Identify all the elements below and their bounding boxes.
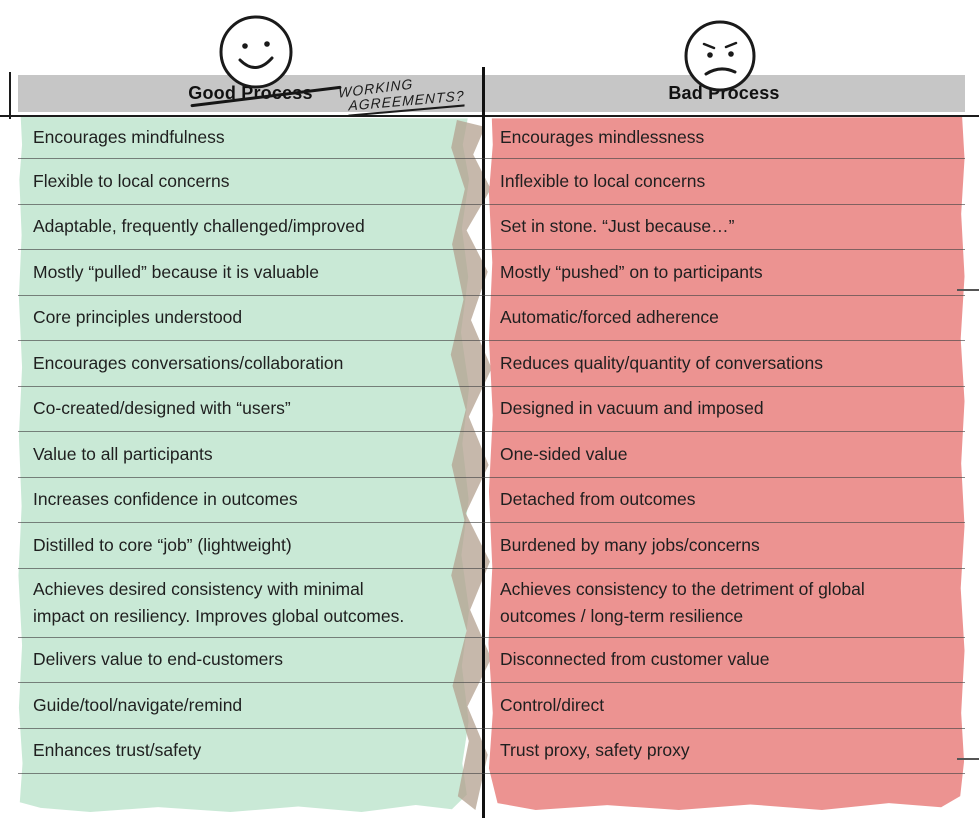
bad-process-cell: Achieves consistency to the detriment of… [483,569,965,638]
cell-text: Guide/tool/navigate/remind [33,694,243,715]
cell-text: Flexible to local concerns [33,170,230,191]
happy-face-icon [214,10,298,99]
bad-process-cell: Encourages mindlessness [483,117,965,159]
bad-process-cell: Trust proxy, safety proxy [483,729,965,774]
bad-process-cell: Detached from outcomes [483,478,965,523]
bad-process-cell: Automatic/forced adherence [483,296,965,341]
cell-text: Automatic/forced adherence [500,307,719,328]
header-bar: Good Process Bad Process [18,75,965,112]
cell-text: Encourages mindfulness [33,127,225,147]
good-process-cell: Co-created/designed with “users” [18,387,483,432]
bad-process-cell: Mostly “pushed” on to participants [483,250,965,296]
bad-process-cell: One-sided value [483,432,965,478]
bad-process-cell: Burdened by many jobs/concerns [483,523,965,569]
cell-text: Core principles understood [33,307,243,328]
cell-text: Control/direct [500,694,605,715]
cell-text: Adaptable, frequently challenged/improve… [33,216,365,237]
good-header-section: Good Process [18,75,483,112]
good-process-cell: Value to all participants [18,432,483,478]
bad-process-cell: Inflexible to local concerns [483,159,965,205]
cell-text: Inflexible to local concerns [500,170,706,191]
left-edge-tick [9,72,11,119]
cell-text: Distilled to core “job” (lightweight) [33,534,292,555]
center-divider-line [482,67,485,818]
cell-text: Trust proxy, safety proxy [500,740,690,761]
good-process-cell: Mostly “pulled” because it is valuable [18,250,483,296]
cell-text: One-sided value [500,443,628,464]
cell-text: Encourages mindlessness [500,127,705,147]
cell-text: Disconnected from customer value [500,649,770,670]
good-process-cell: Core principles understood [18,296,483,341]
unhappy-face-icon [680,16,760,101]
bad-process-cell: Designed in vacuum and imposed [483,387,965,432]
cell-text: Detached from outcomes [500,489,696,510]
right-edge-rule-overflow [957,758,979,760]
bad-header-section: Bad Process [483,75,965,112]
cell-text: Designed in vacuum and imposed [500,398,764,419]
good-process-cell: Increases confidence in outcomes [18,478,483,523]
cell-text: Set in stone. “Just because…” [500,216,735,237]
good-process-column-background [18,117,470,812]
good-process-cell: Guide/tool/navigate/remind [18,683,483,729]
good-process-cell: Encourages mindfulness [18,117,483,159]
bad-process-cell: Reduces quality/quantity of conversation… [483,341,965,387]
good-process-cell: Adaptable, frequently challenged/improve… [18,205,483,250]
cell-text: Burdened by many jobs/concerns [500,534,760,555]
cell-text: Value to all participants [33,443,213,464]
good-process-cell: Achieves desired consistency with minima… [18,569,483,638]
good-process-cell: Flexible to local concerns [18,159,483,205]
bad-process-cell: Disconnected from customer value [483,638,965,683]
good-process-cell: Encourages conversations/collaboration [18,341,483,387]
cell-text: Enhances trust/safety [33,740,202,761]
right-edge-rule-overflow [957,289,979,291]
good-process-cell: Delivers value to end-customers [18,638,483,683]
cell-text: Reduces quality/quantity of conversation… [500,352,823,373]
bad-process-cell: Control/direct [483,683,965,729]
comparison-grid: Encourages mindfulness Encourages mindle… [18,117,965,774]
cell-text: Mostly “pushed” on to participants [500,261,763,282]
good-process-cell: Enhances trust/safety [18,729,483,774]
good-process-title: Good Process [188,83,313,103]
cell-text: Delivers value to end-customers [33,649,283,670]
cell-text: Increases confidence in outcomes [33,489,298,510]
cell-text: Mostly “pulled” because it is valuable [33,261,319,282]
top-horizontal-rule [0,115,979,117]
cell-text: Co-created/designed with “users” [33,398,291,419]
good-process-cell: Distilled to core “job” (lightweight) [18,523,483,569]
bad-process-cell: Set in stone. “Just because…” [483,205,965,250]
cell-text: Achieves desired consistency with minima… [33,578,405,626]
cell-text: Encourages conversations/collaboration [33,352,344,373]
bad-process-title: Bad Process [668,83,780,103]
bad-process-column-background [488,117,965,810]
cell-text: Achieves consistency to the detriment of… [500,578,865,626]
